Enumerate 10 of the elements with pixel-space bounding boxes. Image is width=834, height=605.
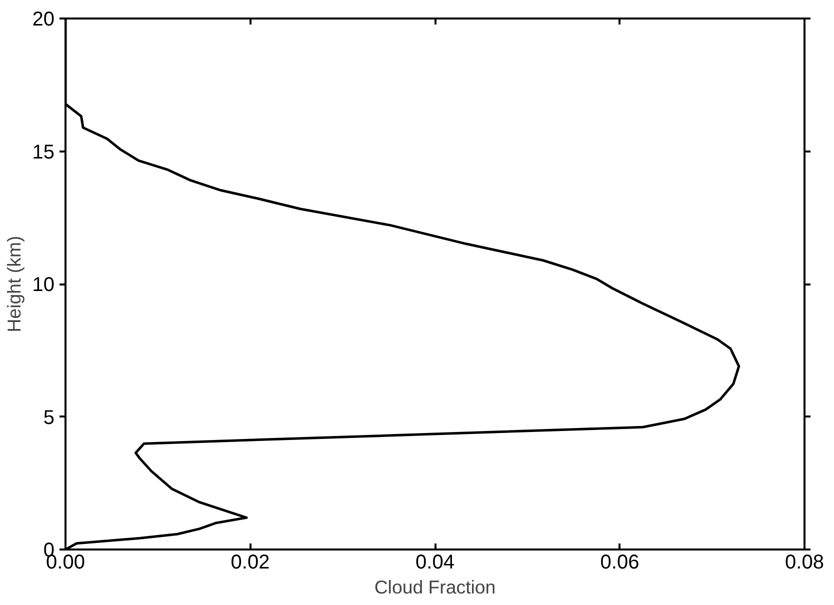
y-axis-title: Height (km) — [3, 236, 24, 332]
x-tick-label: 0.06 — [600, 552, 640, 574]
x-tick-label: 0.04 — [416, 552, 454, 574]
y-tick-label: 5 — [43, 406, 54, 429]
y-tick-label: 15 — [32, 141, 55, 164]
x-axis-title: Cloud Fraction — [374, 576, 496, 598]
y-tick-label: 20 — [32, 8, 55, 30]
x-tick-label: 0.08 — [785, 552, 824, 574]
x-tick-label: 0.02 — [230, 552, 270, 574]
y-tick-label: 10 — [32, 274, 55, 296]
